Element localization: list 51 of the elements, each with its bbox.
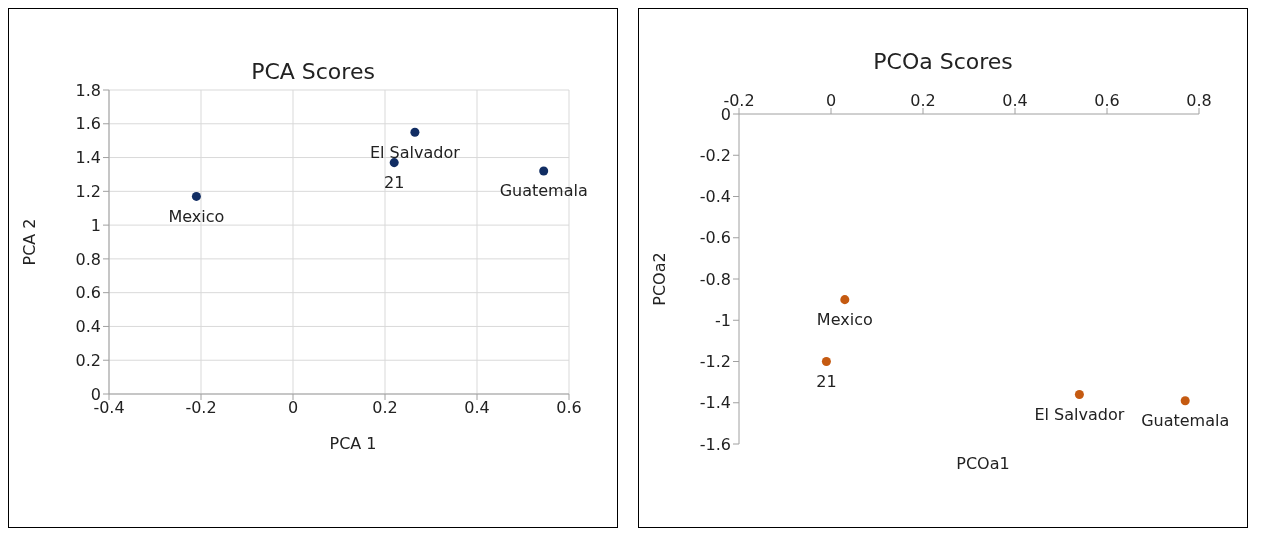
y-tick-label: 1.4 (75, 148, 101, 168)
y-tick-label: 1.2 (75, 182, 101, 202)
y-tick-label: 0 (90, 384, 101, 404)
x-tick-label: 0 (825, 91, 837, 110)
y-axis-title: PCA 2 (19, 218, 39, 266)
y-tick-label: 1.6 (75, 114, 101, 134)
annotation: Guatemala (499, 181, 588, 201)
chart-title: PCA Scores (251, 59, 375, 84)
y-axis-title: PCOa2 (649, 252, 669, 306)
annotation: 21 (816, 371, 837, 391)
x-axis-title: PCA 1 (328, 434, 378, 453)
y-tick-label: 0.4 (75, 317, 101, 337)
point (539, 166, 549, 176)
annotation: Mexico (168, 206, 225, 226)
y-tick-label: -0.4 (699, 187, 731, 207)
y-tick-label: -1 (715, 310, 731, 330)
y-tick-label: -0.8 (699, 269, 731, 289)
point (389, 158, 399, 168)
x-tick-label: 0.6 (556, 398, 582, 418)
annotation: 21 (384, 172, 405, 192)
x-tick-label: 0 (287, 398, 299, 418)
point (410, 127, 420, 137)
x-tick-label: 0.6 (1094, 91, 1120, 110)
y-tick-label: 1.8 (75, 80, 101, 100)
x-tick-label: 0.8 (1186, 91, 1212, 110)
y-tick-label: -1.4 (699, 393, 731, 413)
y-tick-label: 1 (90, 215, 101, 235)
x-tick-label: 0.4 (464, 398, 490, 418)
y-tick-label: 0.8 (75, 249, 101, 269)
point (821, 356, 831, 367)
y-tick-label: -0.6 (699, 228, 731, 248)
y-tick-label: -1.6 (699, 434, 731, 454)
point (1074, 389, 1084, 400)
y-tick-label: 0.2 (75, 350, 101, 370)
annotation: Guatemala (1141, 411, 1230, 431)
x-tick-label: 0.4 (1002, 91, 1028, 110)
y-tick-label: -1.2 (699, 352, 731, 372)
point (191, 191, 201, 201)
x-tick-label: 0.2 (910, 91, 936, 110)
y-tick-label: -0.2 (699, 145, 731, 165)
annotation: El Salvador (369, 142, 461, 162)
y-tick-label: 0 (720, 104, 731, 124)
point (840, 295, 850, 305)
x-tick-label: -0.2 (185, 398, 217, 418)
x-tick-label: 0.2 (372, 398, 398, 418)
chart-title: PCOa Scores (872, 49, 1014, 74)
point (1180, 396, 1190, 406)
annotation: Mexico (816, 309, 873, 329)
x-axis-title: PCOa1 (955, 454, 1011, 473)
annotation: El Salvador (1034, 404, 1125, 424)
y-tick-label: 0.6 (75, 283, 101, 303)
